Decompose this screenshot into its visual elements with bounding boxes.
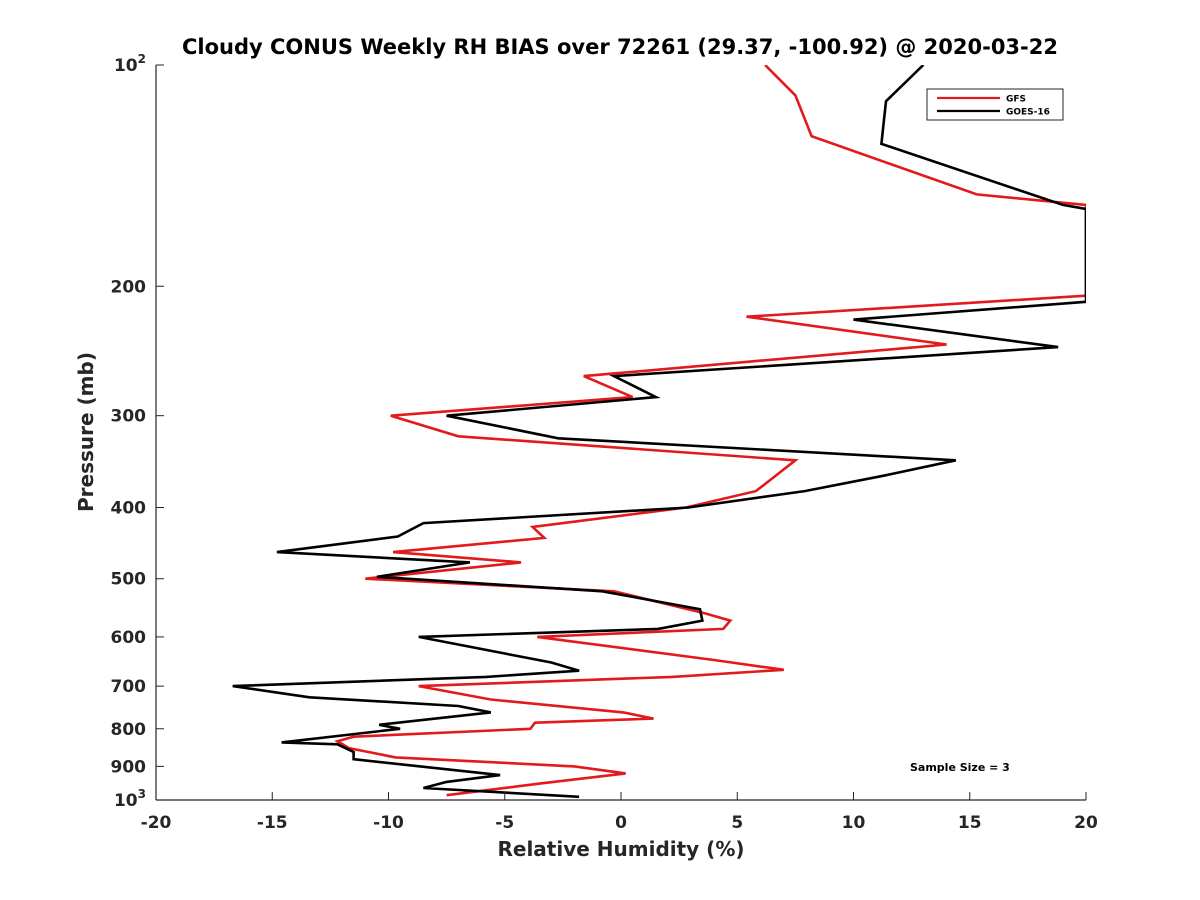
legend: GFS GOES-16: [926, 88, 1064, 121]
plot-area: -20 -15 -10 -5 0 5 10 15 20 102 200 300 400 500 600 70…: [111, 52, 1098, 833]
x-axis-ticks: -20 -15 -10 -5 0 5 10 15 20: [141, 792, 1098, 833]
x-axis-label: Relative Humidity (%): [497, 837, 744, 861]
legend-box: [926, 88, 1064, 121]
x-tick-label: 0: [615, 813, 627, 833]
chart-title: Cloudy CONUS Weekly RH BIAS over 72261 (…: [182, 35, 1058, 59]
x-tick-label: -10: [373, 813, 404, 833]
y-tick-label: 800: [111, 720, 147, 740]
y-tick-label: 500: [111, 570, 147, 590]
x-tick-label: 20: [1074, 813, 1098, 833]
y-tick-label: 900: [111, 757, 147, 777]
y-tick-label: 102: [114, 52, 146, 76]
y-axis-label: Pressure (mb): [74, 352, 98, 512]
y-tick-label: 103: [114, 787, 146, 811]
y-tick-label: 300: [111, 407, 147, 427]
y-tick-label: 200: [111, 277, 147, 297]
x-tick-label: -20: [141, 813, 172, 833]
series-layer: [232, 65, 1086, 799]
x-tick-label: -5: [495, 813, 514, 833]
y-axis-ticks: 102 200 300 400 500 600 700 800 900 103: [111, 52, 164, 811]
sample-size-annotation: Sample Size = 3: [910, 761, 1010, 774]
y-tick-label: 600: [111, 628, 147, 648]
x-tick-label: 15: [958, 813, 982, 833]
legend-goes16-label: GOES-16: [1006, 108, 1050, 118]
x-tick-label: 5: [731, 813, 743, 833]
series-line-goes16: [232, 65, 1086, 799]
legend-gfs-label: GFS: [1006, 95, 1026, 105]
x-tick-label: -15: [257, 813, 288, 833]
x-tick-label: 10: [842, 813, 866, 833]
y-tick-label: 700: [111, 677, 147, 697]
y-tick-label: 400: [111, 499, 147, 519]
